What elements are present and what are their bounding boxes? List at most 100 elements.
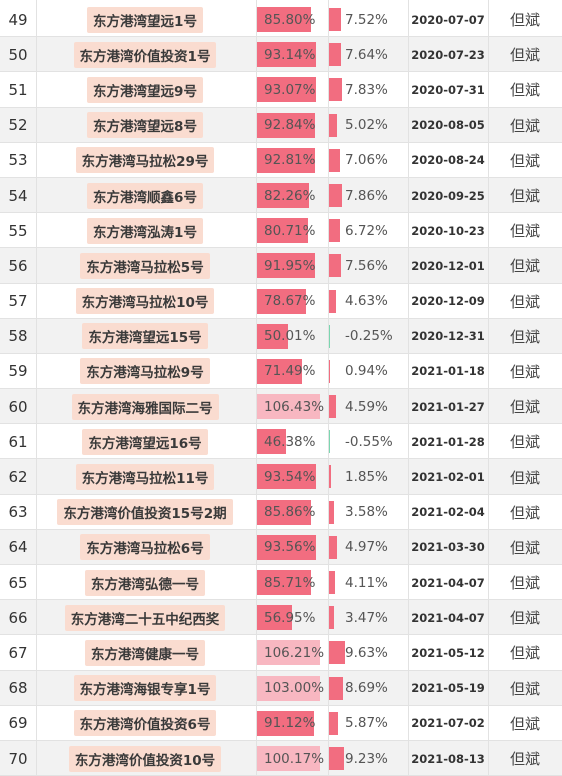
fund-name: 东方港湾价值投资1号 [73, 41, 217, 68]
return-value: 5.87% [345, 715, 388, 732]
position-bar [256, 253, 315, 279]
inception-date: 2020-10-23 [411, 223, 485, 238]
row-index: 65 [8, 573, 28, 592]
fund-name: 东方港湾健康一号 [85, 639, 205, 666]
return-value: 7.64% [345, 46, 388, 63]
return-cell: 6.72% [328, 213, 408, 248]
row-index: 64 [8, 538, 28, 557]
position-value: 103.00% [264, 680, 325, 697]
position-bar [256, 323, 288, 349]
position-cell: 103.00% [256, 671, 328, 706]
position-bar [256, 534, 316, 560]
row-index: 70 [8, 749, 28, 768]
position-value: 91.95% [264, 257, 316, 274]
return-value: 4.11% [345, 574, 388, 591]
table-row: 68 东方港湾海银专享1号 103.00% 8.69% 2021-05-19 但斌 [0, 670, 562, 706]
return-cell: 9.23% [328, 741, 408, 776]
return-cell: 3.58% [328, 495, 408, 530]
return-cell: 7.83% [328, 72, 408, 107]
row-index: 67 [8, 643, 28, 662]
fund-manager: 但斌 [509, 11, 540, 30]
fund-name: 东方港湾马拉松29号 [75, 147, 215, 174]
position-bar [256, 182, 309, 208]
position-cell: 93.54% [256, 459, 328, 494]
table-row: 50 东方港湾价值投资1号 93.14% 7.64% 2020-07-23 但斌 [0, 37, 562, 73]
column-divider [36, 0, 37, 776]
return-cell: 8.69% [328, 671, 408, 706]
inception-date: 2020-09-25 [411, 188, 485, 203]
table-row: 56 东方港湾马拉松5号 91.95% 7.56% 2020-12-01 但斌 [0, 248, 562, 284]
return-cell: 7.06% [328, 143, 408, 178]
return-value: -0.25% [345, 328, 393, 345]
fund-name-cell: 东方港湾望远15号 [36, 319, 254, 354]
table-row: 58 东方港湾望远15号 50.01% -0.25% 2020-12-31 但斌 [0, 318, 562, 354]
return-bar [328, 183, 342, 207]
row-index: 51 [8, 80, 28, 99]
table-row: 65 东方港湾弘德一号 85.71% 4.11% 2021-04-07 但斌 [0, 565, 562, 601]
inception-date: 2020-12-09 [411, 294, 485, 309]
inception-date: 2021-08-13 [411, 751, 485, 766]
position-bar [256, 499, 311, 525]
return-value: 7.06% [345, 152, 388, 169]
row-index: 49 [8, 10, 28, 29]
return-value: 9.23% [345, 750, 388, 767]
return-bar [328, 148, 341, 172]
row-index: 69 [8, 714, 28, 733]
inception-date: 2020-07-07 [411, 12, 485, 27]
position-cell: 50.01% [256, 319, 328, 354]
row-index: 50 [8, 45, 28, 64]
return-bar [328, 465, 332, 489]
fund-name: 东方港湾价值投资10号 [68, 745, 222, 772]
fund-manager: 但斌 [509, 398, 540, 417]
return-bar [328, 746, 345, 770]
return-bar [328, 500, 335, 524]
return-bar [328, 535, 337, 559]
fund-name-cell: 东方港湾望远16号 [36, 424, 254, 459]
position-bar [256, 7, 311, 32]
fund-manager: 但斌 [509, 257, 540, 276]
return-cell: 4.97% [328, 530, 408, 565]
fund-manager: 但斌 [509, 503, 540, 522]
fund-manager: 但斌 [509, 644, 540, 663]
fund-manager: 但斌 [509, 81, 540, 100]
fund-name-cell: 东方港湾健康一号 [36, 635, 254, 670]
fund-name-cell: 东方港湾望远1号 [36, 2, 254, 37]
fund-name-cell: 东方港湾价值投资10号 [36, 741, 254, 776]
position-cell: 106.21% [256, 635, 328, 670]
fund-manager: 但斌 [509, 468, 540, 487]
return-cell: 4.59% [328, 389, 408, 424]
return-value: 6.72% [345, 222, 388, 239]
fund-manager: 但斌 [509, 574, 540, 593]
position-value: 93.56% [264, 539, 316, 556]
return-cell: -0.25% [328, 319, 408, 354]
fund-name-cell: 东方港湾马拉松9号 [36, 354, 254, 389]
row-index: 60 [8, 397, 28, 416]
return-bar [328, 711, 339, 735]
return-cell: 1.85% [328, 459, 408, 494]
fund-manager: 但斌 [509, 116, 540, 135]
row-index: 59 [8, 362, 28, 381]
fund-name: 东方港湾马拉松9号 [80, 358, 210, 385]
table-row: 70 东方港湾价值投资10号 100.17% 9.23% 2021-08-13 但斌 [0, 740, 562, 776]
return-cell: 4.11% [328, 565, 408, 600]
return-bar [328, 606, 335, 630]
return-bar [328, 324, 330, 348]
position-cell: 106.43% [256, 389, 328, 424]
row-index: 63 [8, 503, 28, 522]
position-value: 93.14% [264, 46, 316, 63]
position-cell: 85.71% [256, 565, 328, 600]
return-bar [328, 113, 337, 137]
table-row: 66 东方港湾二十五中纪西奖 56.95% 3.47% 2021-04-07 但斌 [0, 600, 562, 636]
position-value: 100.17% [264, 750, 325, 767]
fund-name-cell: 东方港湾顺鑫6号 [36, 178, 254, 213]
return-bar [328, 571, 336, 594]
table-row: 55 东方港湾泓涛1号 80.71% 6.72% 2020-10-23 但斌 [0, 213, 562, 249]
position-value: 92.81% [264, 152, 316, 169]
return-bar [328, 676, 344, 700]
position-bar [256, 675, 320, 701]
position-cell: 78.67% [256, 284, 328, 319]
table-row: 52 东方港湾望远8号 92.84% 5.02% 2020-08-05 但斌 [0, 107, 562, 143]
position-cell: 71.49% [256, 354, 328, 389]
inception-date: 2021-05-19 [411, 681, 485, 696]
